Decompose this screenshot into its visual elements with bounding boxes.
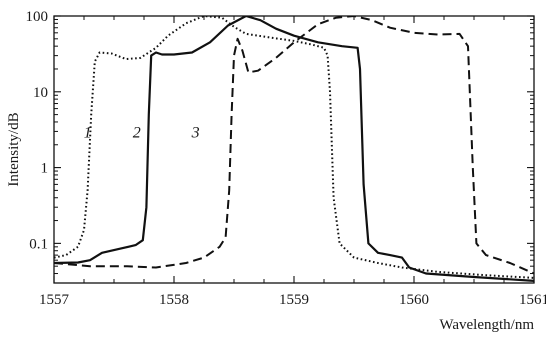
y-tick-label: 100 (26, 9, 49, 25)
curve-labels: 1 2 3 (84, 124, 200, 141)
y-tick-label: 10 (33, 85, 48, 101)
series-layer (54, 16, 534, 282)
series-3-line (54, 16, 534, 275)
y-axis-title: Intensity/dB (6, 112, 22, 186)
y-tick-label: 0.1 (29, 236, 48, 252)
x-tick-label: 1558 (159, 292, 189, 308)
series-3-label: 3 (191, 124, 200, 141)
series-2-line (54, 16, 534, 282)
series-1-label: 1 (84, 124, 92, 141)
x-tick-label: 1561 (519, 292, 546, 308)
plot-frame (53, 15, 535, 284)
x-tick-label: 1557 (39, 292, 70, 308)
series-1-line (54, 16, 534, 279)
x-tick-label: 1559 (279, 292, 309, 308)
x-tick-label: 1560 (399, 292, 429, 308)
y-tick-label: 1 (41, 161, 49, 177)
x-axis-title: Wavelength/nm (439, 317, 534, 333)
axis-ticks: 1557 1558 1559 1560 1561 0.1 1 10 100 (26, 9, 546, 308)
series-2-label: 2 (133, 124, 141, 141)
